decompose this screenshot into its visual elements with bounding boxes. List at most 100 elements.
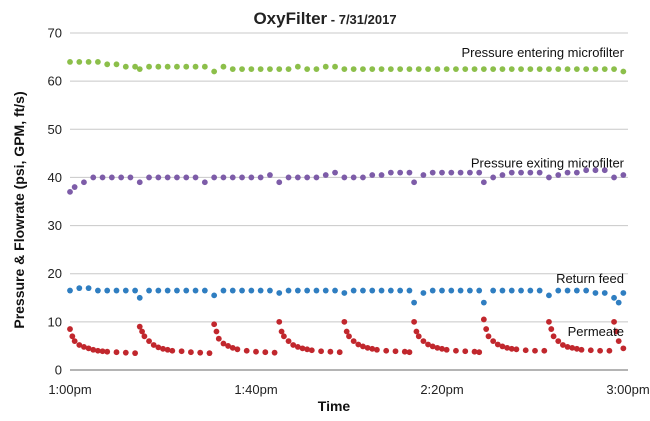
data-point [350, 66, 357, 73]
data-point [122, 349, 129, 356]
data-point [601, 66, 608, 73]
data-point [95, 347, 101, 354]
data-point [564, 66, 571, 73]
data-point [453, 347, 459, 354]
series-label: Return feed [556, 271, 624, 286]
data-point [336, 349, 343, 356]
data-point [146, 338, 152, 345]
data-point [471, 66, 478, 73]
data-point [183, 174, 190, 181]
data-point [457, 169, 464, 176]
data-point [122, 63, 129, 70]
y-tick-label: 20 [48, 266, 62, 281]
data-point [313, 287, 320, 294]
data-point [183, 63, 190, 70]
data-point [322, 287, 329, 294]
x-tick-label: 2:20pm [420, 382, 463, 397]
data-point [360, 66, 366, 73]
series-label: Pressure exiting microfilter [471, 155, 625, 170]
data-point [387, 169, 394, 176]
data-point [490, 174, 497, 181]
x-tick-label: 1:40pm [234, 382, 277, 397]
data-point [197, 349, 204, 356]
data-point [518, 169, 524, 176]
data-point [67, 287, 73, 294]
data-point [425, 66, 431, 73]
data-point [578, 346, 585, 353]
data-point [346, 333, 352, 340]
data-point [536, 169, 543, 176]
data-point [555, 338, 562, 345]
data-point [448, 287, 455, 294]
data-point [518, 287, 524, 294]
data-point [467, 287, 473, 294]
y-tick-label: 0 [55, 363, 62, 378]
data-point [527, 169, 534, 176]
data-point [620, 172, 627, 178]
data-point [267, 172, 273, 178]
data-point [583, 287, 590, 294]
data-point [146, 174, 152, 181]
data-point [327, 348, 334, 355]
data-point [555, 287, 562, 294]
data-point [420, 290, 427, 296]
data-point [555, 66, 562, 73]
data-point [248, 66, 255, 73]
data-point [387, 287, 394, 294]
data-point [406, 349, 413, 356]
data-point [178, 348, 185, 355]
data-point [429, 287, 436, 294]
data-point [341, 290, 348, 296]
data-point [174, 287, 180, 294]
chart-title-group: OxyFilter - 7/31/2017 [253, 9, 396, 28]
data-point [257, 66, 264, 73]
data-point [276, 179, 283, 186]
data-point [573, 66, 580, 73]
data-point [201, 63, 208, 70]
data-point [420, 172, 427, 178]
data-point [215, 335, 222, 342]
data-point [350, 338, 357, 345]
data-point [290, 342, 297, 348]
data-point [601, 290, 608, 296]
data-point [369, 345, 376, 352]
data-point [211, 174, 218, 181]
data-point [183, 287, 190, 294]
data-point [480, 299, 487, 306]
data-point [615, 299, 622, 306]
data-point [397, 169, 404, 176]
data-point [285, 287, 292, 294]
data-point [332, 169, 338, 176]
data-point [229, 174, 236, 181]
data-point [350, 174, 357, 181]
data-point [85, 58, 92, 65]
data-point [294, 174, 301, 181]
series-2 [67, 285, 627, 306]
data-point [139, 328, 145, 335]
data-point [583, 167, 590, 174]
data-point [201, 179, 208, 186]
data-point [350, 287, 357, 294]
data-point [615, 338, 622, 345]
data-point [243, 347, 250, 354]
data-point [499, 343, 506, 350]
series-label: Pressure entering microfilter [461, 45, 624, 60]
data-point [146, 287, 152, 294]
data-point [174, 63, 180, 70]
data-point [304, 346, 311, 353]
data-point [378, 66, 385, 73]
data-point [401, 348, 408, 355]
data-point [76, 58, 83, 65]
data-point [406, 66, 413, 73]
data-point [155, 287, 162, 294]
data-point [201, 287, 208, 294]
data-point [411, 179, 417, 186]
y-tick-label: 10 [48, 314, 62, 329]
data-point [220, 174, 227, 181]
data-point [548, 326, 555, 332]
data-point [220, 63, 227, 70]
data-point [620, 290, 627, 296]
data-point [192, 287, 199, 294]
data-point [118, 174, 125, 181]
data-point [69, 333, 76, 340]
